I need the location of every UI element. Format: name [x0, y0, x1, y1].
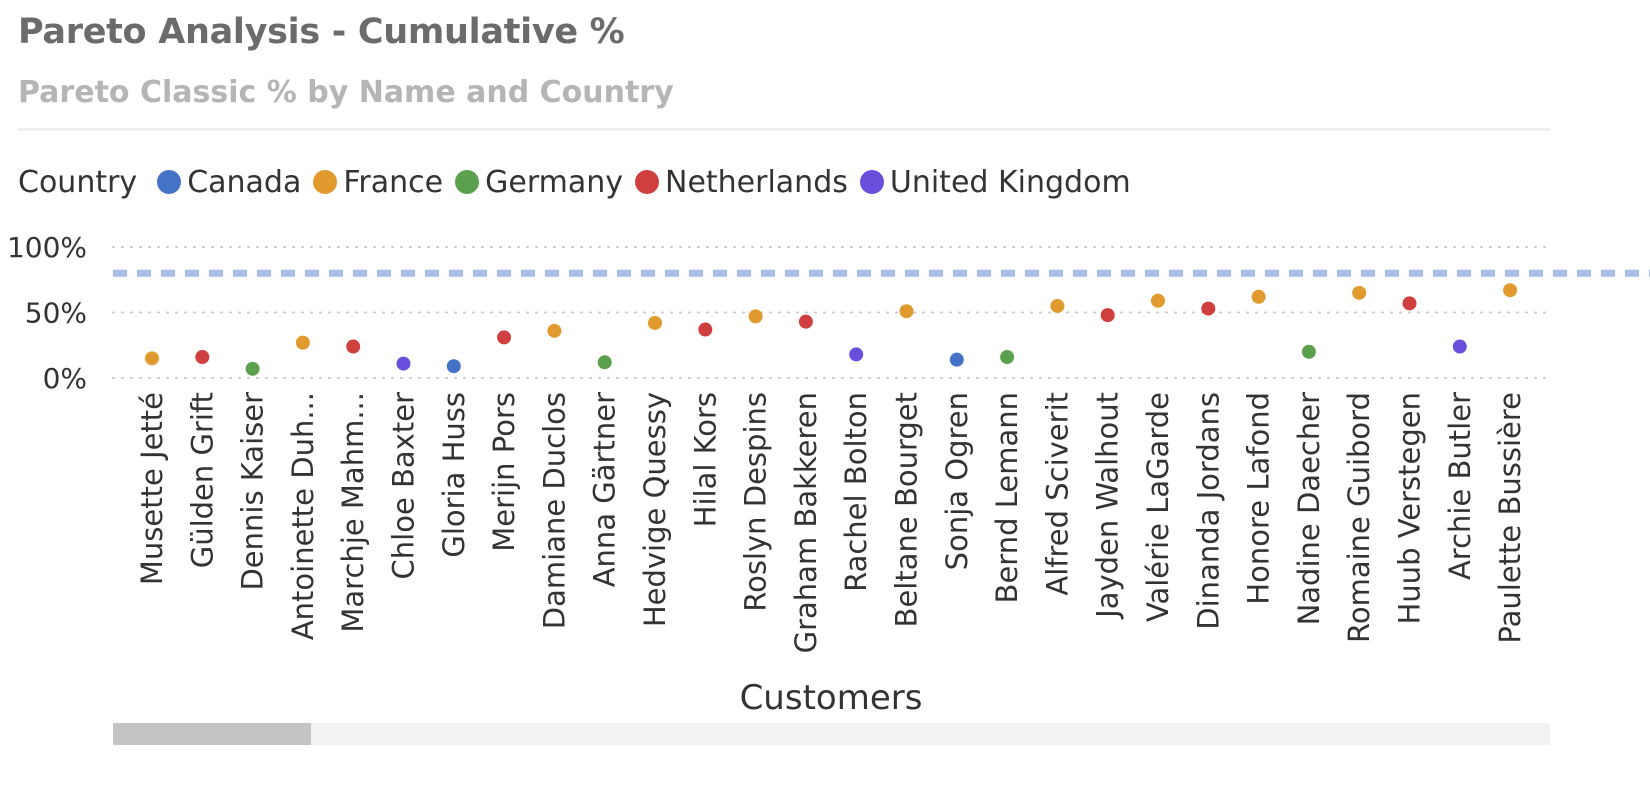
horizontal-scrollbar-thumb[interactable] [113, 723, 311, 745]
chart-subtitle: Pareto Classic % by Name and Country [18, 75, 674, 110]
x-tick-label: Anna Gärtner [588, 392, 622, 587]
legend-item-france[interactable]: France [313, 165, 443, 200]
data-point [1301, 344, 1316, 359]
x-tick-label: Gülden Grift [185, 392, 219, 568]
data-point [798, 314, 813, 329]
data-point [346, 339, 361, 354]
legend-item-netherlands[interactable]: Netherlands [635, 165, 848, 200]
x-tick-label: Honore Lafond [1242, 392, 1276, 605]
data-point [245, 361, 260, 376]
legend-dot-netherlands [635, 170, 659, 194]
data-point [1251, 289, 1266, 304]
x-tick-label: Marchje Mahm... [336, 392, 370, 633]
x-tick-label: Bernd Lemann [990, 392, 1024, 603]
y-tick-label: 0% [43, 362, 87, 395]
x-axis-title-text: Customers [739, 678, 923, 718]
legend-item-united-kingdom[interactable]: United Kingdom [859, 164, 1131, 200]
x-tick-label: Chloe Baxter [387, 392, 421, 580]
data-point [949, 352, 964, 367]
x-tick-label: Damiane Duclos [537, 392, 571, 629]
data-point [1201, 301, 1216, 316]
legend-item-germany[interactable]: Germany [455, 165, 623, 200]
legend-label-france: France [343, 164, 444, 200]
x-tick-label: Archie Butler [1443, 392, 1477, 580]
x-tick-label: Paulette Bussière [1493, 392, 1527, 644]
x-tick-label: Dinanda Jordans [1191, 392, 1225, 630]
data-point [446, 359, 461, 374]
x-axis-title: Customers [0, 678, 1650, 718]
data-point [396, 356, 411, 371]
legend-label-netherlands: Netherlands [665, 164, 848, 200]
legend-dot-united-kingdom [859, 170, 884, 194]
data-point [648, 315, 662, 330]
data-point [849, 347, 864, 362]
horizontal-scrollbar-track[interactable] [113, 723, 1550, 745]
data-point [698, 322, 713, 337]
data-point [1402, 296, 1417, 311]
x-tick-label: Beltane Bourget [890, 392, 924, 627]
data-point [1452, 339, 1467, 354]
data-point [195, 350, 210, 365]
x-tick-label: Dennis Kaiser [236, 392, 270, 591]
chart-title: Pareto Analysis - Cumulative % [18, 12, 625, 52]
x-tick-label: Hedvige Quessy [638, 392, 672, 627]
y-tick-label: 50% [25, 297, 87, 330]
x-tick-label: Nadine Daecher [1292, 392, 1326, 625]
legend-dot-germany [455, 170, 480, 194]
legend-item-canada[interactable]: Canada [157, 165, 301, 200]
data-point [748, 309, 763, 324]
x-tick-label: Valérie LaGarde [1141, 392, 1175, 622]
data-point [1050, 298, 1065, 313]
x-tick-label: Huub Verstegen [1393, 392, 1427, 625]
x-tick-label: Antoinette Duh... [286, 392, 320, 640]
x-tick-label: Romaine Guibord [1342, 392, 1376, 643]
data-point [547, 323, 562, 338]
y-tick-label: 100% [7, 231, 87, 264]
legend-title: Country [18, 164, 138, 200]
data-point [497, 330, 512, 345]
data-point [145, 351, 159, 366]
data-point [1000, 350, 1015, 365]
x-tick-label: Rachel Bolton [839, 392, 873, 592]
x-tick-label: Gloria Huss [437, 392, 471, 558]
x-tick-label: Sonja Ogren [940, 392, 974, 570]
data-point [295, 335, 310, 350]
data-point [1352, 285, 1367, 300]
legend: Country Canada France Germany Netherland… [18, 162, 1143, 202]
x-tick-label: Merijn Pors [487, 392, 521, 552]
data-point [1503, 283, 1518, 298]
x-tick-label: Jayden Walhout [1091, 392, 1125, 620]
legend-dot-canada [157, 170, 182, 194]
x-tick-label: Graham Bakkeren [789, 392, 823, 653]
data-point [1151, 293, 1165, 308]
data-point [1100, 308, 1115, 323]
data-point [899, 304, 914, 319]
legend-label-united-kingdom: United Kingdom [889, 164, 1131, 200]
legend-label-germany: Germany [485, 164, 623, 200]
data-point [597, 355, 612, 370]
header-divider [18, 128, 1550, 131]
x-tick-label: Roslyn Despins [739, 392, 773, 612]
legend-dot-france [313, 170, 338, 194]
x-tick-label: Alfred Sciverit [1040, 392, 1074, 596]
legend-label-canada: Canada [187, 164, 302, 200]
x-tick-label: Hilal Kors [688, 392, 722, 527]
x-tick-label: Musette Jetté [135, 392, 169, 585]
